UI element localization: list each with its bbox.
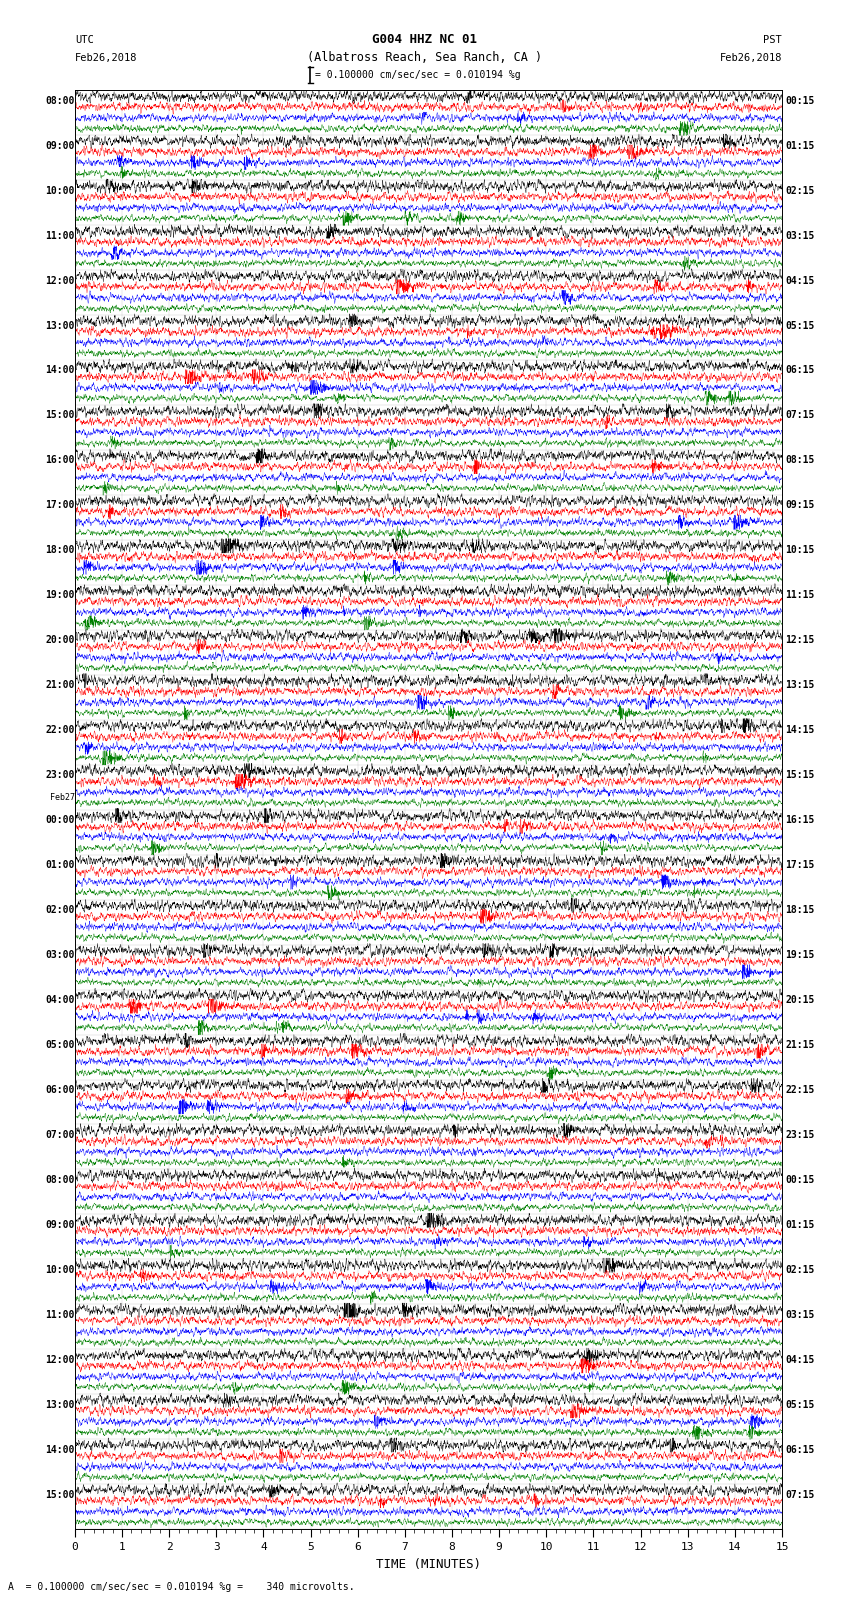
Text: PST: PST [763,35,782,45]
Text: 09:15: 09:15 [785,500,815,510]
Text: Feb27: Feb27 [50,792,75,802]
Text: 23:00: 23:00 [45,769,75,781]
Text: 12:00: 12:00 [45,1355,75,1365]
Text: 09:00: 09:00 [45,1219,75,1229]
Text: 17:00: 17:00 [45,500,75,510]
Text: 18:00: 18:00 [45,545,75,555]
Text: 20:15: 20:15 [785,995,815,1005]
Text: 11:15: 11:15 [785,590,815,600]
Text: 22:00: 22:00 [45,726,75,736]
Text: 01:00: 01:00 [45,860,75,869]
Text: A  = 0.100000 cm/sec/sec = 0.010194 %g =    340 microvolts.: A = 0.100000 cm/sec/sec = 0.010194 %g = … [8,1582,355,1592]
Text: 19:15: 19:15 [785,950,815,960]
Text: 10:00: 10:00 [45,185,75,195]
Text: 07:15: 07:15 [785,1489,815,1500]
Text: 06:00: 06:00 [45,1086,75,1095]
Text: 14:00: 14:00 [45,1445,75,1455]
Text: 13:00: 13:00 [45,321,75,331]
Text: 10:00: 10:00 [45,1265,75,1274]
Text: 08:15: 08:15 [785,455,815,466]
Text: 23:15: 23:15 [785,1129,815,1140]
Text: 02:15: 02:15 [785,1265,815,1274]
Text: 09:00: 09:00 [45,140,75,150]
Text: 13:15: 13:15 [785,681,815,690]
Text: 12:15: 12:15 [785,636,815,645]
Text: G004 HHZ NC 01: G004 HHZ NC 01 [372,32,478,47]
Text: 04:15: 04:15 [785,1355,815,1365]
Text: 13:00: 13:00 [45,1400,75,1410]
Text: Feb26,2018: Feb26,2018 [75,53,138,63]
Text: 15:15: 15:15 [785,769,815,781]
Text: 02:15: 02:15 [785,185,815,195]
Text: 16:15: 16:15 [785,815,815,826]
Text: 14:00: 14:00 [45,366,75,376]
Text: 10:15: 10:15 [785,545,815,555]
Text: 07:15: 07:15 [785,410,815,421]
Text: 05:00: 05:00 [45,1040,75,1050]
Text: 11:00: 11:00 [45,231,75,240]
Text: 15:00: 15:00 [45,410,75,421]
Text: 00:00: 00:00 [45,815,75,826]
Text: 06:15: 06:15 [785,366,815,376]
Text: 22:15: 22:15 [785,1086,815,1095]
Text: 16:00: 16:00 [45,455,75,466]
Text: 07:00: 07:00 [45,1129,75,1140]
Text: 00:15: 00:15 [785,95,815,106]
Text: 03:15: 03:15 [785,231,815,240]
X-axis label: TIME (MINUTES): TIME (MINUTES) [376,1558,481,1571]
Text: 06:15: 06:15 [785,1445,815,1455]
Text: 17:15: 17:15 [785,860,815,869]
Text: Feb26,2018: Feb26,2018 [719,53,782,63]
Text: 01:15: 01:15 [785,140,815,150]
Text: 21:00: 21:00 [45,681,75,690]
Text: 03:15: 03:15 [785,1310,815,1319]
Text: 14:15: 14:15 [785,726,815,736]
Text: 04:15: 04:15 [785,276,815,286]
Text: 04:00: 04:00 [45,995,75,1005]
Text: UTC: UTC [75,35,94,45]
Text: 05:15: 05:15 [785,1400,815,1410]
Text: 20:00: 20:00 [45,636,75,645]
Text: 12:00: 12:00 [45,276,75,286]
Text: 15:00: 15:00 [45,1489,75,1500]
Text: 19:00: 19:00 [45,590,75,600]
Text: 08:00: 08:00 [45,1174,75,1186]
Text: 08:00: 08:00 [45,95,75,106]
Text: 00:15: 00:15 [785,1174,815,1186]
Text: 03:00: 03:00 [45,950,75,960]
Text: (Albatross Reach, Sea Ranch, CA ): (Albatross Reach, Sea Ranch, CA ) [308,50,542,65]
Text: 02:00: 02:00 [45,905,75,915]
Text: 18:15: 18:15 [785,905,815,915]
Text: 01:15: 01:15 [785,1219,815,1229]
Text: = 0.100000 cm/sec/sec = 0.010194 %g: = 0.100000 cm/sec/sec = 0.010194 %g [315,69,521,81]
Text: 05:15: 05:15 [785,321,815,331]
Text: 21:15: 21:15 [785,1040,815,1050]
Text: 11:00: 11:00 [45,1310,75,1319]
